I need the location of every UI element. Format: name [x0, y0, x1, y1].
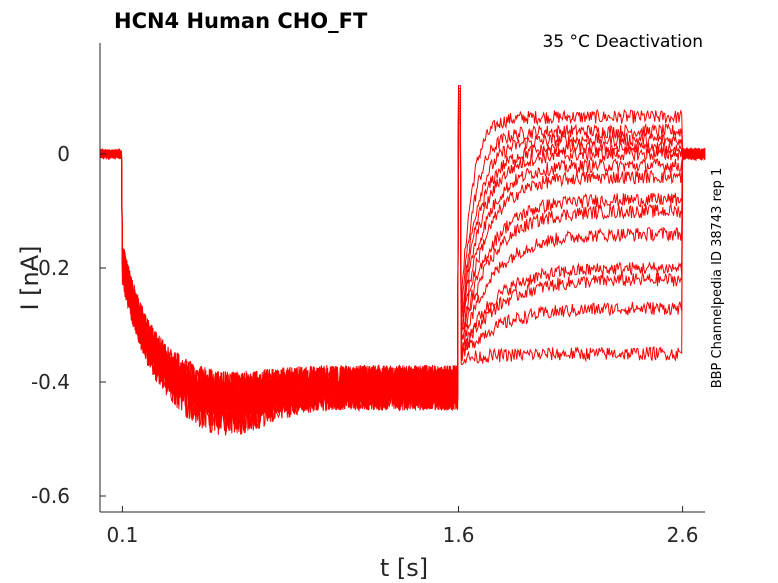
y-tick-label: -0.2 [31, 256, 70, 280]
y-tick-label: 0 [57, 142, 70, 166]
x-tick-label: 2.6 [667, 523, 699, 547]
x-tick-label: 0.1 [107, 523, 139, 547]
current-trace-14 [99, 122, 706, 416]
chart-title: HCN4 Human CHO_FT [114, 9, 368, 33]
y-tick-label: -0.4 [31, 370, 70, 394]
x-tick-label: 1.6 [443, 523, 475, 547]
y-axis-label: I [nA] [16, 245, 44, 310]
x-axis-label: t [s] [380, 554, 428, 582]
axes [99, 43, 705, 513]
current-traces [99, 85, 706, 436]
y-tick-label: -0.6 [31, 484, 70, 508]
temperature-protocol-annotation: 35 °C Deactivation [542, 32, 703, 52]
channelpedia-id-label: BBP Channelpedia ID 38743 rep 1 [710, 168, 725, 389]
axis-ticks: 0 -0.2 -0.4 -0.6 0.1 1.6 2.6 [31, 142, 699, 547]
